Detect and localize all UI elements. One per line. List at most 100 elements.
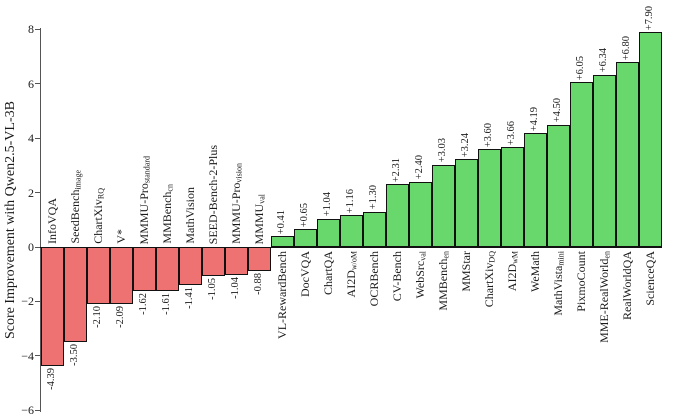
bar-name-subscript: vision [234,163,244,183]
bar-name-label: PixmoCount [574,251,588,312]
bar-name-label: MMBenchcn [160,184,175,244]
bar-name-label: AI2Dw/oM [344,251,359,298]
bar-name-label: WebSrcval [413,251,428,299]
bar-name-subscript: val [418,251,428,261]
bar-value-label: -1.05 [207,277,218,300]
bar [431,164,455,247]
bar-value-label: +3.66 [506,121,517,146]
bar-name-label: AI2DwM [505,251,520,292]
y-tick [35,192,40,194]
zero-baseline [40,246,662,248]
bar-value-label: +3.03 [437,138,448,163]
bar-name-label: SeedBenchimage [68,170,83,244]
bar-value-label: -3.50 [69,344,80,367]
bar-name-subscript: wM [510,251,520,264]
bar-name-subscript: val [257,193,267,204]
bar-value-label: -1.41 [184,287,195,310]
y-tick [35,83,40,85]
y-tick-label: 8 [28,22,34,37]
bar-value-label: -0.88 [253,272,264,295]
bar [477,149,501,247]
y-tick [35,409,40,411]
bar-value-label: +1.30 [368,185,379,210]
bar [155,247,179,291]
bar-name-label: SEED-Bench-2-Plus [206,144,220,244]
bar [247,247,271,271]
bar-name-subscript: mini [556,251,566,266]
bar-value-label: -4.39 [46,368,57,391]
y-tick-label: 6 [28,76,34,91]
y-tick [35,28,40,30]
bar-name-label: CV-Bench [390,251,404,302]
bar-name-subscript: en [441,251,451,259]
bar-value-label: +0.41 [276,209,287,234]
bar [339,215,363,247]
y-tick [35,355,40,357]
bar-name-subscript: DQ [487,251,497,263]
y-tick-label: 0 [28,240,34,254]
bar [569,82,593,247]
bar-value-label: +3.60 [483,122,494,148]
bar-name-label: V* [114,229,128,244]
bar-name-label: MMStar [459,251,473,292]
bar [638,32,662,247]
bar-name-label: MME-RealWorlden [597,251,612,343]
bar-name-subscript: w/oM [349,251,359,271]
bar-name-subscript: standard [142,155,152,183]
bar [224,247,248,276]
bar [201,247,225,276]
bar [500,147,524,247]
y-tick [35,300,40,302]
bar-name-subscript: en [602,251,612,259]
bar [132,247,156,292]
bar-name-subscript: cn [165,184,175,192]
y-tick-label: 2 [28,185,34,200]
bar [454,158,478,247]
bar-name-label: MathVision [183,187,197,244]
bar-value-label: +6.05 [575,56,586,81]
bar-value-label: +2.40 [414,155,425,180]
bar-name-label: MMMU-Provision [229,163,244,244]
bar [109,247,133,304]
y-tick-label: −4 [21,348,34,363]
y-tick [35,137,40,139]
bar [86,247,110,305]
bar [523,133,547,247]
bar-name-label: DocVQA [298,251,312,297]
y-axis-spine [40,28,41,412]
bar [546,124,570,247]
bar-value-label: -2.09 [115,305,126,328]
bar-name-label: WeMath [528,251,542,293]
bar-name-label: RealWorldQA [620,251,634,321]
bar-value-label: +4.19 [529,106,540,132]
bar-name-label: ChartQA [321,251,335,295]
bar-name-label: OCRBench [367,251,381,307]
bar [178,247,202,286]
bar-value-label: -2.10 [92,306,103,328]
bar [615,62,639,247]
bar-value-label: +2.31 [391,157,402,183]
bar-name-label: MMMUval [252,193,267,244]
bar-value-label: +7.90 [644,5,655,31]
bar-value-label: -1.61 [161,292,172,315]
bar-name-label: ChartXivDQ [482,251,497,308]
bar [293,229,317,247]
bar-name-label: MMBenchen [436,251,451,311]
bar-name-label: ChartXivRQ [91,188,106,244]
y-tick-label: 4 [28,131,34,146]
bar-value-label: +1.16 [345,189,356,214]
y-tick-label: −2 [21,294,34,309]
bar-value-label: +0.65 [299,203,310,228]
bar-name-subscript: image [73,170,83,191]
bar-value-label: -1.62 [138,293,149,315]
bar-name-subscript: RQ [96,188,106,200]
y-tick [35,246,40,248]
bar-name-label: ScienceQA [643,251,657,306]
bar [316,218,340,247]
y-tick-label: −6 [21,403,34,418]
bar-value-label: +6.80 [621,35,632,61]
bar [362,211,386,247]
bar-name-label: VL-RewardBench [275,251,289,339]
bar-value-label: +1.04 [322,192,333,217]
bar-name-label: MMMU-Prostandard [137,155,152,244]
